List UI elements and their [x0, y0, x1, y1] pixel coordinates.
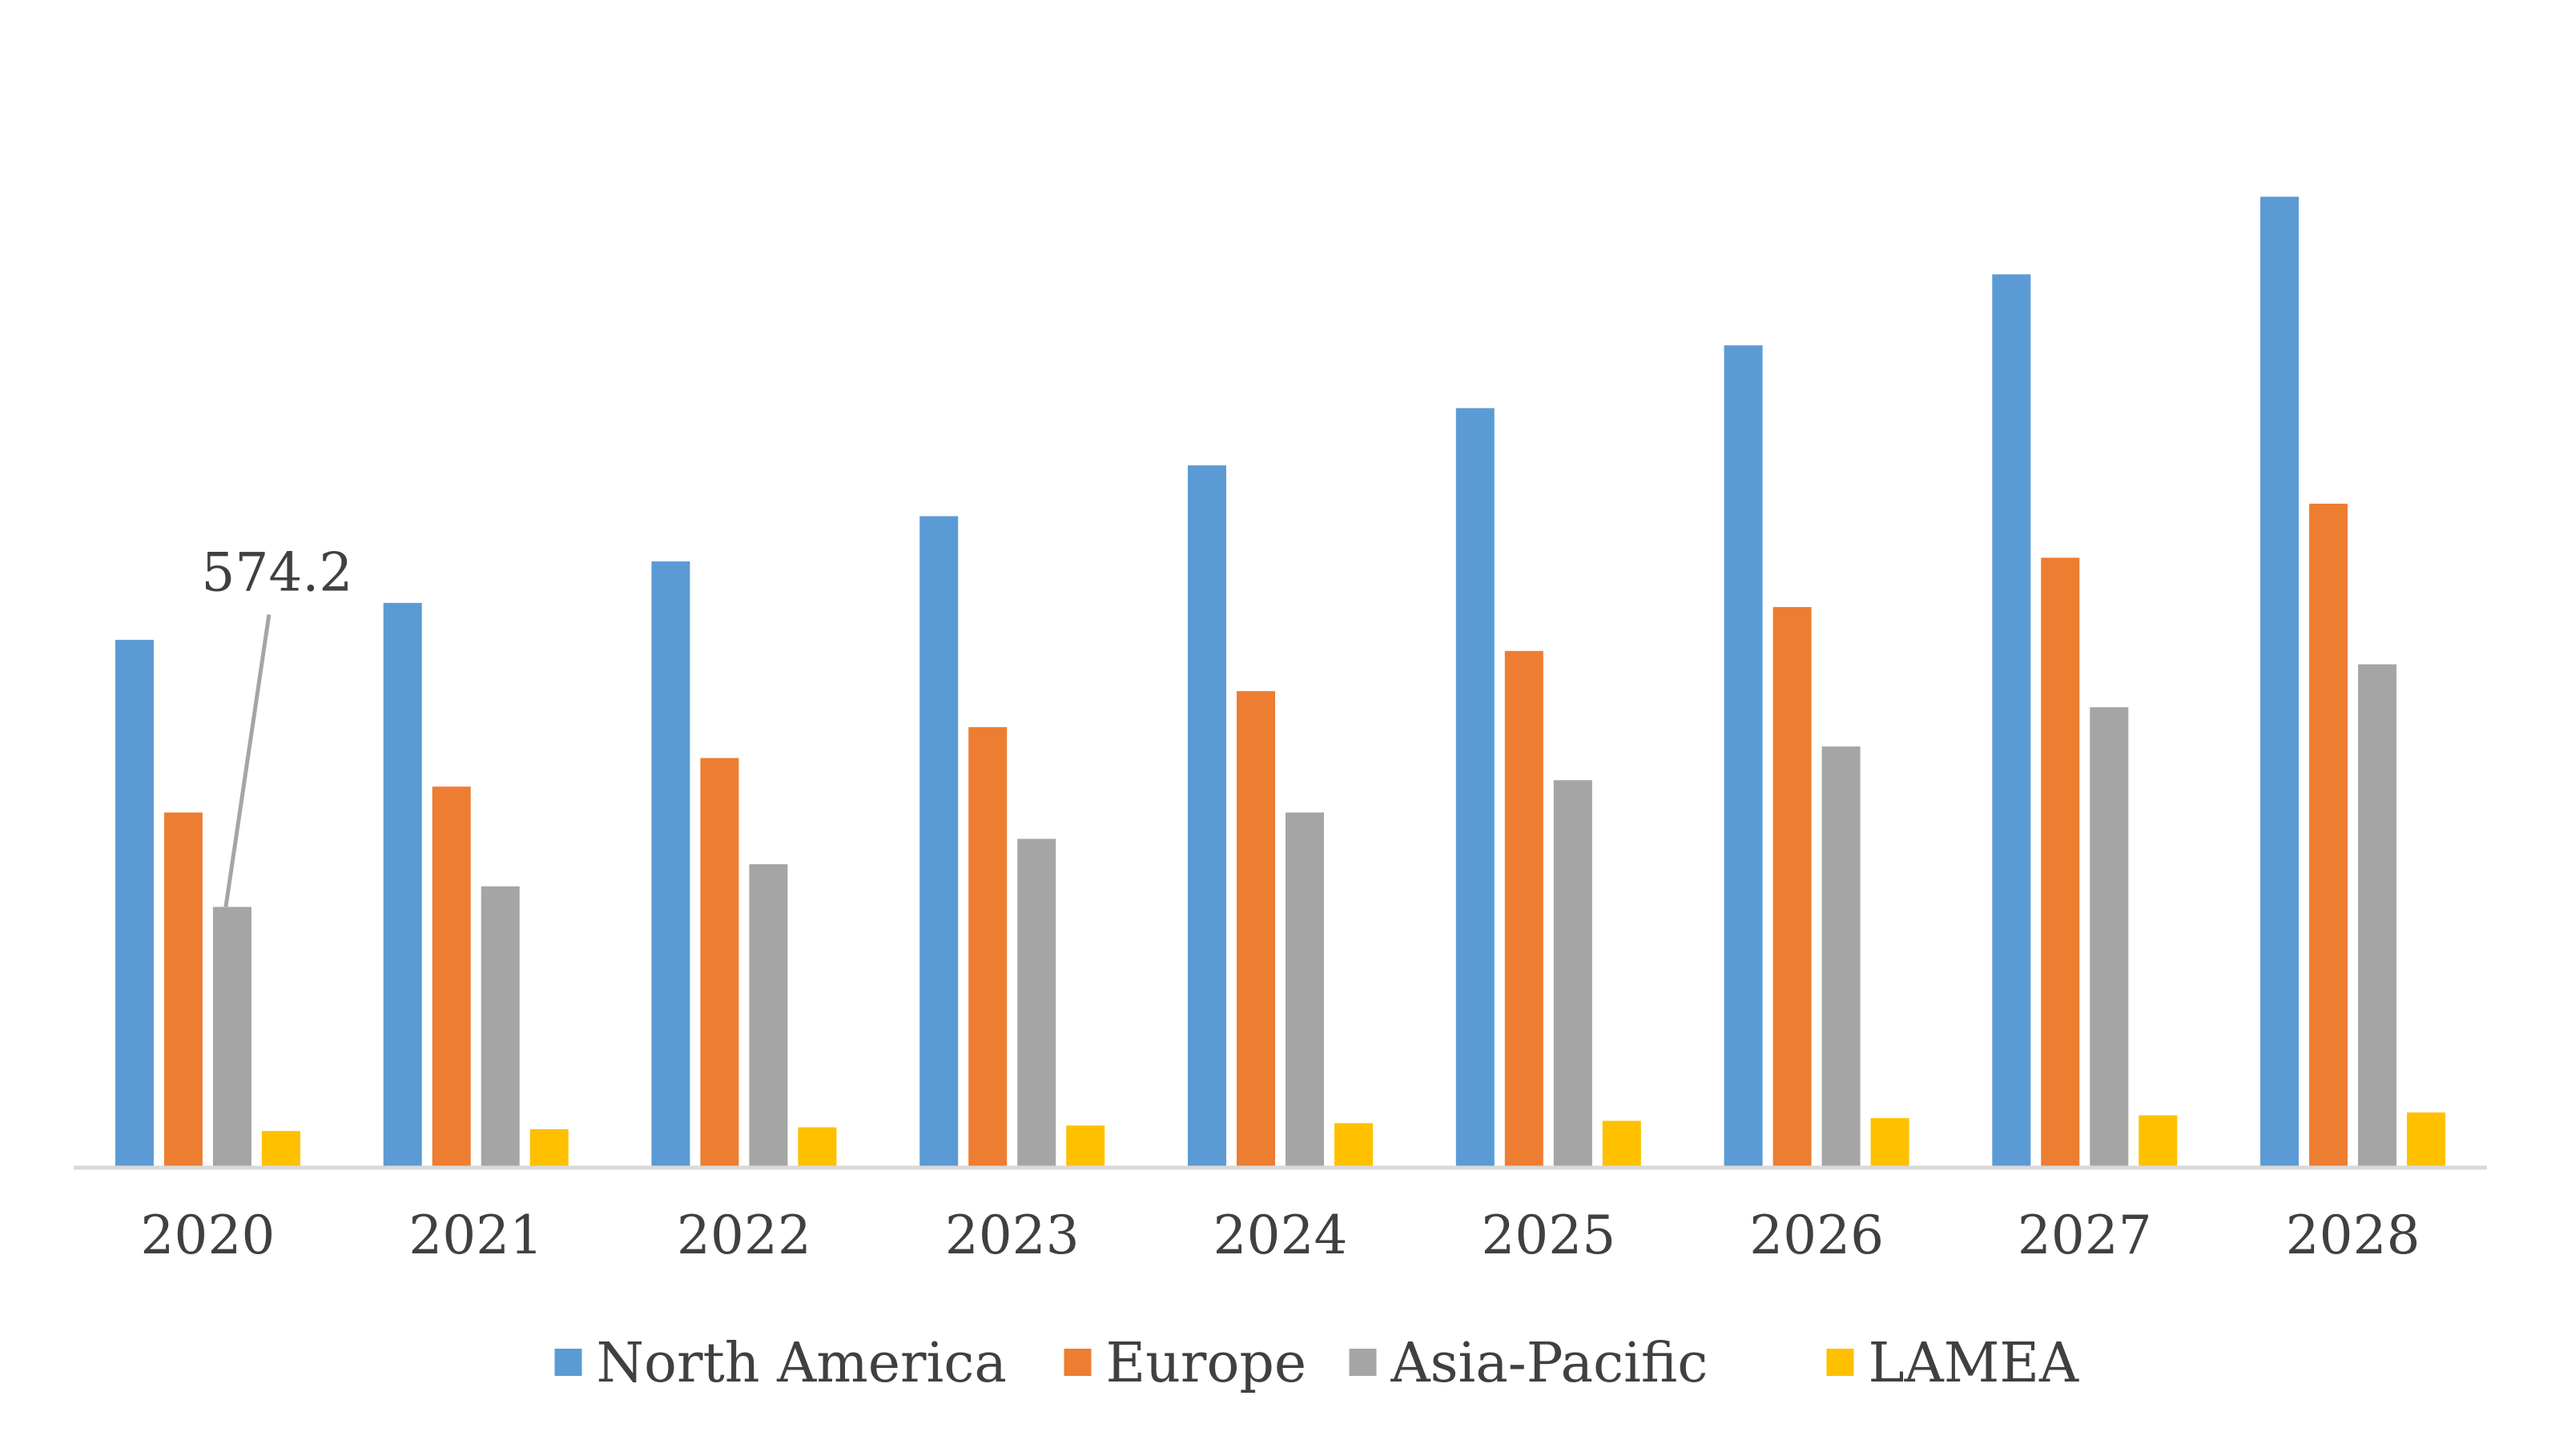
- legend-item-europe: Europe: [1064, 1332, 1307, 1395]
- bar-europe-2024: [1237, 690, 1275, 1166]
- legend-label-europe: Europe: [1106, 1332, 1307, 1395]
- bar-north-america-2027: [1992, 274, 2031, 1166]
- bar-asia-pacific-2027: [2090, 707, 2129, 1166]
- x-tick-label-2028: 2028: [2286, 1205, 2420, 1266]
- bar-asia-pacific-2021: [481, 886, 520, 1166]
- legend-label-north-america: North America: [597, 1332, 1007, 1395]
- bar-asia-pacific-2026: [1821, 746, 1861, 1166]
- bar-lamea-2020: [261, 1131, 300, 1166]
- bar-asia-pacific-2024: [1286, 812, 1324, 1166]
- bar-europe-2025: [1504, 650, 1543, 1166]
- bar-asia-pacific-2023: [1017, 839, 1056, 1166]
- bar-lamea-2021: [529, 1128, 569, 1166]
- annotations-layer: 574.2: [201, 541, 352, 907]
- legend-item-lamea: LAMEA: [1826, 1332, 2080, 1395]
- x-tick-label-2024: 2024: [1213, 1205, 1348, 1266]
- bar-asia-pacific-2025: [1553, 780, 1592, 1166]
- bar-north-america-2026: [1724, 345, 1763, 1167]
- bar-north-america-2024: [1188, 465, 1226, 1166]
- legend-swatch-europe: [1064, 1349, 1092, 1376]
- bar-north-america-2021: [383, 602, 422, 1166]
- bar-europe-2022: [700, 758, 739, 1166]
- legend-item-north-america: North America: [554, 1332, 1007, 1395]
- bar-lamea-2028: [2407, 1112, 2446, 1166]
- legend-swatch-lamea: [1826, 1349, 1854, 1376]
- bars-layer: [115, 196, 2446, 1167]
- bar-asia-pacific-2020: [212, 907, 251, 1166]
- bar-europe-2023: [968, 726, 1008, 1166]
- bar-europe-2028: [2309, 503, 2348, 1166]
- bar-europe-2020: [163, 812, 203, 1166]
- bar-lamea-2024: [1334, 1123, 1373, 1166]
- x-tick-label-2020: 2020: [140, 1205, 275, 1266]
- legend-swatch-north-america: [554, 1349, 582, 1376]
- bar-lamea-2022: [798, 1127, 837, 1166]
- bar-asia-pacific-2022: [749, 864, 788, 1166]
- bar-north-america-2022: [651, 561, 690, 1166]
- bar-asia-pacific-2028: [2358, 664, 2397, 1166]
- bar-lamea-2026: [1870, 1118, 1909, 1166]
- legend-swatch-asia-pacific: [1349, 1349, 1377, 1376]
- x-tick-label-2022: 2022: [677, 1205, 811, 1266]
- annotation-leader-line: [223, 614, 272, 907]
- legend-item-asia-pacific: Asia-Pacific: [1349, 1332, 1708, 1395]
- x-tick-label-2027: 2027: [2018, 1205, 2152, 1266]
- legend-label-asia-pacific: Asia-Pacific: [1390, 1332, 1708, 1395]
- bar-europe-2021: [432, 786, 471, 1166]
- data-label-asia-pacific-2020: 574.2: [201, 541, 352, 603]
- bar-north-america-2025: [1455, 408, 1495, 1167]
- bar-north-america-2023: [919, 516, 959, 1166]
- bar-lamea-2025: [1602, 1120, 1641, 1166]
- bar-north-america-2028: [2260, 196, 2300, 1167]
- legend-label-lamea: LAMEA: [1869, 1332, 2080, 1395]
- x-tick-label-2023: 2023: [945, 1205, 1080, 1266]
- bar-north-america-2020: [115, 639, 154, 1166]
- x-axis-ticks: 2020 2021 2022 2023 2024 2025 2026 2027 2028: [140, 1205, 2420, 1266]
- bar-lamea-2027: [2139, 1115, 2178, 1166]
- x-tick-label-2026: 2026: [1749, 1205, 1884, 1266]
- bar-europe-2027: [2041, 557, 2080, 1166]
- bar-lamea-2023: [1066, 1125, 1105, 1166]
- x-tick-label-2025: 2025: [1481, 1205, 1615, 1266]
- legend: North America Europe Asia-Pacific LAMEA: [554, 1332, 2080, 1395]
- bar-europe-2026: [1772, 607, 1812, 1166]
- x-tick-label-2021: 2021: [408, 1205, 543, 1266]
